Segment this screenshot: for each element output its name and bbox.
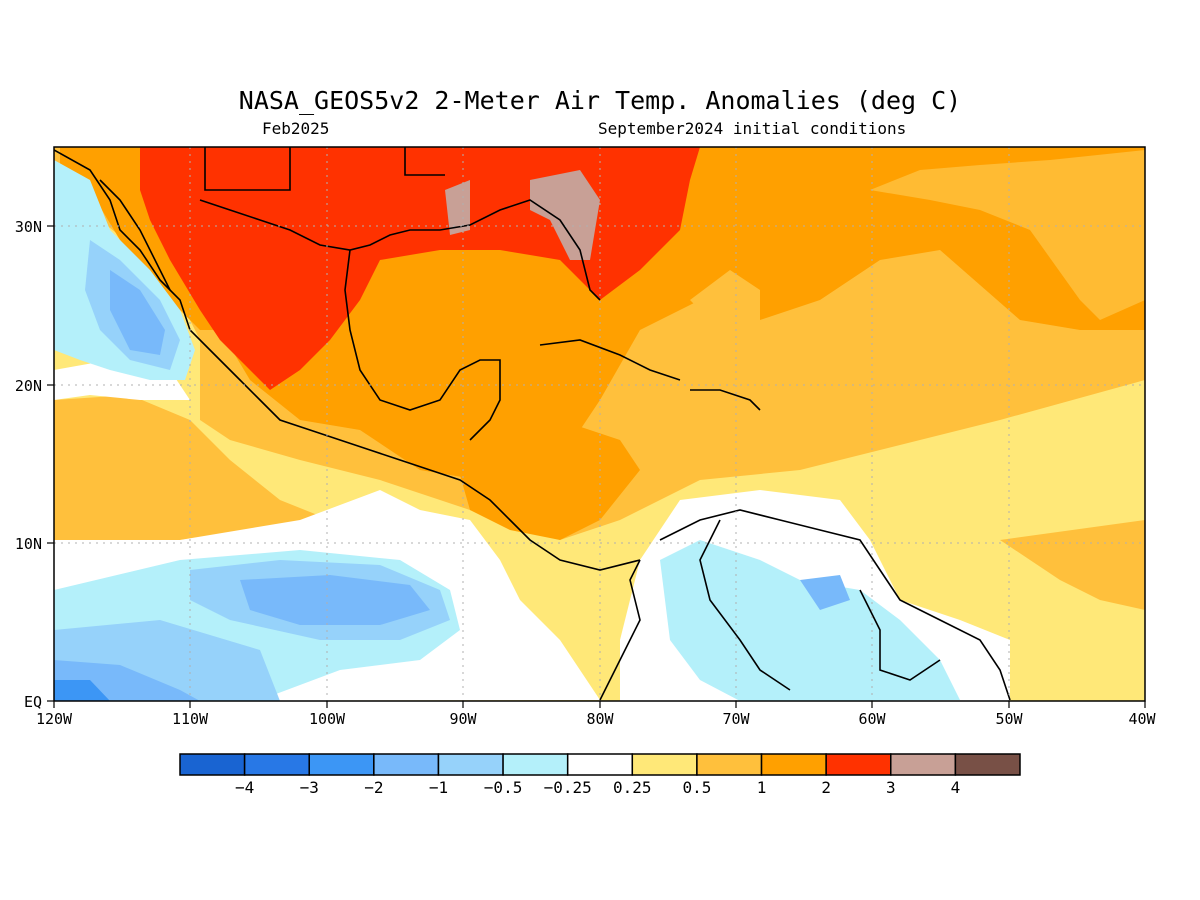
colorbar-label: 2 — [821, 778, 831, 797]
map-title: NASA_GEOS5v2 2-Meter Air Temp. Anomalies… — [238, 86, 962, 115]
x-tick-label: 100W — [309, 710, 346, 728]
colorbar-label: −1 — [429, 778, 448, 797]
colorbar-swatch — [825, 753, 892, 776]
colorbar-label: 0.5 — [682, 778, 711, 797]
y-tick-labels: EQ 10N 20N 30N — [15, 218, 42, 711]
colorbar-label: −4 — [235, 778, 254, 797]
colorbar-swatch — [179, 753, 246, 776]
coastlines — [54, 147, 1011, 701]
colorbar-swatch — [243, 753, 310, 776]
colorbar-label: −3 — [300, 778, 319, 797]
initial-conditions: September2024 initial conditions — [598, 119, 907, 138]
y-tick-label: 20N — [15, 377, 42, 395]
colorbar-label: −2 — [364, 778, 383, 797]
colorbar-label: −0.5 — [484, 778, 523, 797]
x-tick-labels: 120W 110W 100W 90W 80W 70W 60W 50W 40W — [36, 710, 1157, 728]
x-tick-label: 60W — [858, 710, 886, 728]
x-tick-label: 50W — [995, 710, 1023, 728]
colorbar-swatch — [502, 753, 569, 776]
x-tick-label: 110W — [172, 710, 209, 728]
colorbar-swatch — [566, 753, 634, 776]
x-tick-label: 40W — [1128, 710, 1156, 728]
axis-ticks — [47, 225, 1146, 708]
colorbar-swatch — [696, 753, 763, 776]
colorbar-swatch — [760, 753, 827, 776]
grid-lines — [54, 147, 1145, 701]
x-tick-label: 90W — [449, 710, 477, 728]
colorbar-labels: −4 −3 −2 −1 −0.5 −0.25 0.25 0.5 1 2 3 4 — [235, 778, 960, 797]
colorbar — [179, 753, 1021, 776]
colorbar-label: 4 — [951, 778, 961, 797]
y-tick-label: 30N — [15, 218, 42, 236]
colorbar-swatch — [373, 753, 440, 776]
x-tick-label: 120W — [36, 710, 73, 728]
colorbar-swatch — [308, 753, 375, 776]
colorbar-label: 1 — [757, 778, 767, 797]
colorbar-label: 0.25 — [613, 778, 652, 797]
colorbar-swatch — [631, 753, 698, 776]
x-tick-label: 80W — [586, 710, 614, 728]
colorbar-label: −0.25 — [544, 778, 592, 797]
x-tick-label: 70W — [722, 710, 750, 728]
colorbar-swatch — [890, 753, 957, 776]
forecast-month: Feb2025 — [262, 119, 330, 138]
y-tick-label: EQ — [24, 693, 42, 711]
y-tick-label: 10N — [15, 535, 42, 553]
colorbar-swatch — [954, 753, 1021, 776]
colorbar-label: 3 — [886, 778, 896, 797]
colorbar-swatch — [437, 753, 504, 776]
